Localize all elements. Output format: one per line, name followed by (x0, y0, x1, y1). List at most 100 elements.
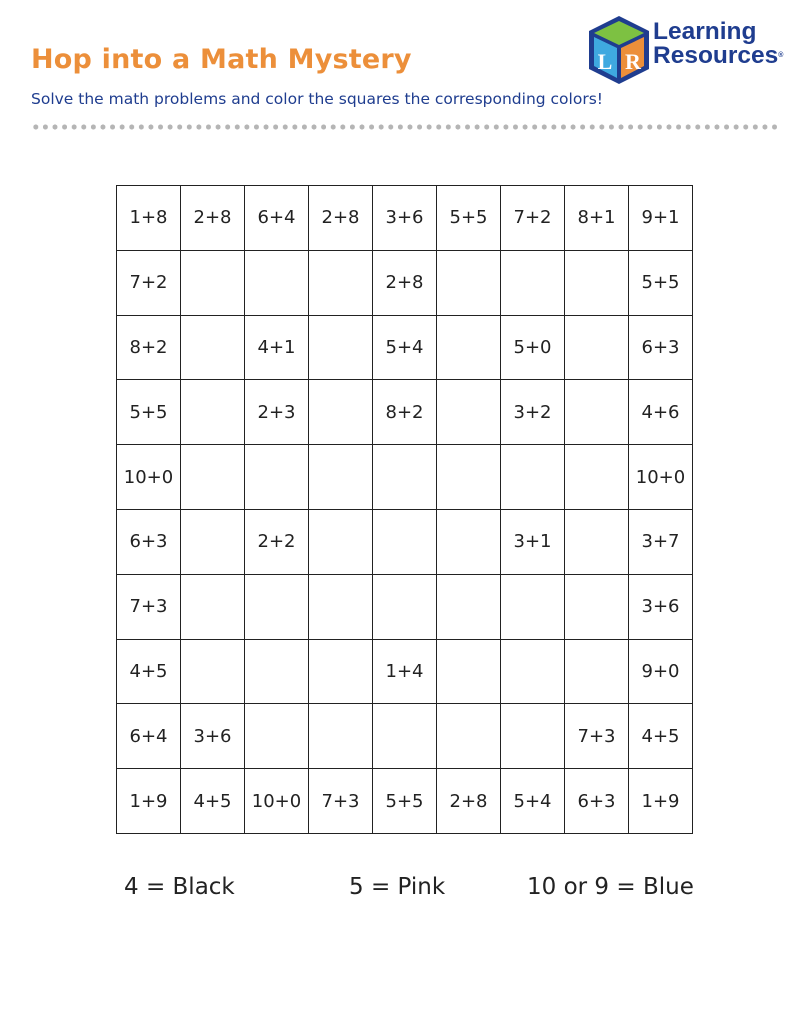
grid-cell[interactable] (436, 444, 501, 510)
grid-cell[interactable] (244, 703, 309, 770)
grid-cell[interactable] (308, 573, 373, 640)
grid-cell[interactable] (308, 249, 373, 316)
grid-row: 10+0 10+0 (116, 444, 693, 510)
grid-cell[interactable] (180, 314, 245, 381)
grid-cell[interactable]: 3+2 (500, 379, 565, 446)
grid-cell[interactable] (244, 249, 309, 316)
grid-cell[interactable] (564, 249, 629, 316)
grid-cell[interactable]: 6+3 (564, 768, 629, 834)
grid-cell[interactable] (244, 573, 309, 640)
grid-cell[interactable]: 3+1 (500, 508, 565, 575)
grid-cell[interactable] (308, 379, 373, 446)
grid-cell[interactable]: 8+2 (116, 314, 181, 381)
grid-cell[interactable]: 2+8 (308, 185, 373, 251)
grid-cell[interactable]: 1+9 (628, 768, 693, 834)
grid-cell[interactable]: 7+2 (116, 249, 181, 316)
grid-cell[interactable] (244, 444, 309, 510)
grid-cell[interactable]: 1+8 (116, 185, 181, 251)
grid-cell[interactable]: 5+0 (500, 314, 565, 381)
grid-cell[interactable]: 3+6 (180, 703, 245, 770)
grid-row: 7+3 3+6 (116, 573, 693, 640)
grid-cell[interactable]: 5+5 (116, 379, 181, 446)
grid-cell[interactable] (180, 444, 245, 510)
grid-cell[interactable]: 6+4 (244, 185, 309, 251)
grid-cell[interactable]: 6+3 (116, 508, 181, 575)
grid-cell[interactable]: 3+6 (372, 185, 437, 251)
grid-row: 7+2 2+8 5+5 (116, 249, 693, 316)
grid-cell[interactable] (564, 573, 629, 640)
grid-cell[interactable]: 2+8 (436, 768, 501, 834)
grid-cell[interactable] (308, 314, 373, 381)
grid-cell[interactable]: 9+0 (628, 638, 693, 705)
grid-row: 6+4 3+6 7+3 4+5 (116, 703, 693, 770)
grid-cell[interactable]: 6+4 (116, 703, 181, 770)
grid-cell[interactable]: 2+8 (180, 185, 245, 251)
grid-cell[interactable] (436, 703, 501, 770)
instructions: Solve the math problems and color the sq… (31, 90, 603, 108)
legend-black: 4 = Black (124, 874, 235, 900)
grid-cell[interactable] (180, 638, 245, 705)
grid-cell[interactable] (308, 703, 373, 770)
grid-cell[interactable]: 7+3 (564, 703, 629, 770)
grid-cell[interactable] (564, 508, 629, 575)
grid-cell[interactable] (244, 638, 309, 705)
grid-cell[interactable]: 3+7 (628, 508, 693, 575)
grid-cell[interactable] (500, 249, 565, 316)
grid-cell[interactable]: 2+2 (244, 508, 309, 575)
grid-cell[interactable]: 7+2 (500, 185, 565, 251)
grid-cell[interactable]: 10+0 (628, 444, 693, 510)
grid-cell[interactable]: 2+8 (372, 249, 437, 316)
grid-cell[interactable]: 5+4 (372, 314, 437, 381)
grid-cell[interactable] (500, 638, 565, 705)
grid-cell[interactable] (436, 379, 501, 446)
grid-cell[interactable]: 5+5 (372, 768, 437, 834)
grid-cell[interactable] (436, 249, 501, 316)
grid-cell[interactable] (436, 573, 501, 640)
learning-resources-logo: L R Learning Resources® (586, 14, 806, 84)
grid-cell[interactable]: 7+3 (116, 573, 181, 640)
grid-cell[interactable]: 5+4 (500, 768, 565, 834)
grid-cell[interactable]: 10+0 (244, 768, 309, 834)
grid-cell[interactable]: 4+1 (244, 314, 309, 381)
grid-cell[interactable]: 4+5 (628, 703, 693, 770)
grid-cell[interactable]: 10+0 (116, 444, 181, 510)
grid-cell[interactable] (372, 573, 437, 640)
grid-cell[interactable]: 3+6 (628, 573, 693, 640)
grid-cell[interactable]: 7+3 (308, 768, 373, 834)
grid-cell[interactable] (564, 379, 629, 446)
grid-cell[interactable]: 4+5 (116, 638, 181, 705)
grid-cell[interactable]: 2+3 (244, 379, 309, 446)
grid-cell[interactable] (372, 508, 437, 575)
math-grid: 1+8 2+8 6+4 2+8 3+6 5+5 7+2 8+1 9+1 7+2 2+8 5+5 8+2 4… (116, 185, 693, 834)
grid-cell[interactable]: 5+5 (628, 249, 693, 316)
grid-cell[interactable]: 8+2 (372, 379, 437, 446)
grid-cell[interactable]: 1+4 (372, 638, 437, 705)
grid-cell[interactable]: 4+5 (180, 768, 245, 834)
dotted-divider (31, 124, 781, 130)
grid-cell[interactable] (372, 444, 437, 510)
grid-cell[interactable] (180, 249, 245, 316)
grid-cell[interactable]: 6+3 (628, 314, 693, 381)
grid-cell[interactable] (436, 508, 501, 575)
grid-cell[interactable] (564, 314, 629, 381)
grid-cell[interactable] (500, 573, 565, 640)
grid-cell[interactable] (500, 444, 565, 510)
grid-cell[interactable]: 5+5 (436, 185, 501, 251)
grid-cell[interactable] (372, 703, 437, 770)
grid-cell[interactable] (308, 444, 373, 510)
grid-cell[interactable] (500, 703, 565, 770)
grid-cell[interactable] (308, 638, 373, 705)
grid-cell[interactable] (180, 379, 245, 446)
grid-cell[interactable] (564, 444, 629, 510)
grid-cell[interactable] (436, 314, 501, 381)
grid-cell[interactable] (308, 508, 373, 575)
grid-cell[interactable]: 4+6 (628, 379, 693, 446)
grid-cell[interactable] (180, 573, 245, 640)
grid-cell[interactable] (180, 508, 245, 575)
grid-cell[interactable]: 9+1 (628, 185, 693, 251)
logo-line-2: Resources (653, 42, 779, 69)
grid-cell[interactable]: 1+9 (116, 768, 181, 834)
grid-cell[interactable]: 8+1 (564, 185, 629, 251)
grid-cell[interactable] (436, 638, 501, 705)
grid-cell[interactable] (564, 638, 629, 705)
